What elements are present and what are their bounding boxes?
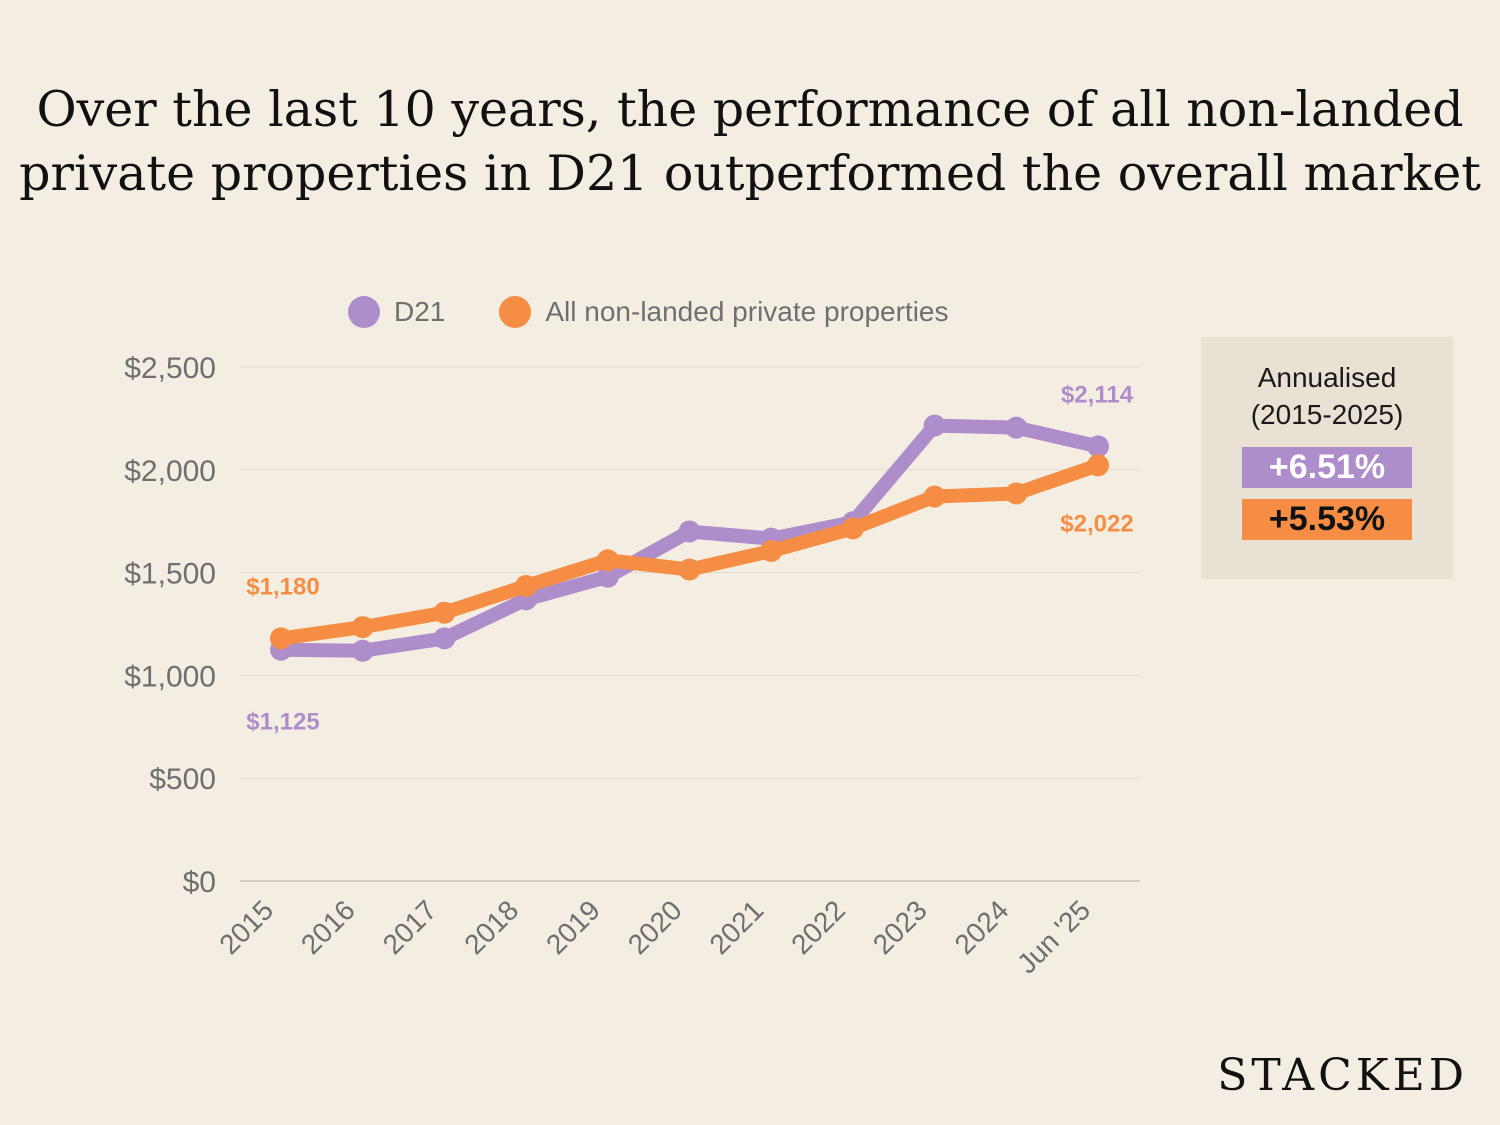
x-tick-label: Jun '25 <box>1011 894 1096 979</box>
data-point-all-non-landed <box>433 601 456 624</box>
data-point-all-non-landed <box>351 616 374 639</box>
data-point-d21 <box>433 627 456 650</box>
data-point-all-non-landed <box>1087 454 1109 477</box>
data-point-all-non-landed <box>923 485 946 508</box>
chart-title-line-2: private properties in D21 outperformed t… <box>19 145 1481 202</box>
annualised-panel: Annualised (2015-2025) +6.51% +5.53% <box>1201 337 1453 579</box>
x-tick-label: 2023 <box>867 894 933 960</box>
legend-label-d21: D21 <box>394 296 446 327</box>
data-label: $2,022 <box>1060 510 1133 537</box>
data-point-all-non-landed <box>270 627 292 650</box>
data-point-all-non-landed <box>596 549 619 572</box>
data-point-all-non-landed <box>515 574 538 597</box>
y-tick-label: $1,000 <box>124 660 216 693</box>
chart-title: Over the last 10 years, the performance … <box>0 78 1500 206</box>
annualised-all-badge: +5.53% <box>1242 499 1412 540</box>
data-point-d21 <box>596 565 619 588</box>
data-point-all-non-landed <box>760 540 783 563</box>
data-point-all-non-landed <box>678 558 701 581</box>
y-tick-label: $0 <box>183 866 216 899</box>
data-point-all-non-landed <box>841 517 864 540</box>
series-line-all-non-landed <box>274 458 1105 646</box>
x-tick-label: 2018 <box>458 894 524 960</box>
data-label: $1,180 <box>246 573 319 600</box>
data-point-d21 <box>678 520 701 543</box>
x-tick-label: 2021 <box>703 894 769 960</box>
y-tick-label: $2,000 <box>124 455 216 488</box>
legend-label-all-non-landed: All non-landed private properties <box>545 296 949 327</box>
y-tick-label: $500 <box>149 763 216 796</box>
legend-item-d21: D21 <box>348 296 445 328</box>
data-label: $2,114 <box>1061 381 1134 408</box>
x-tick-label: 2020 <box>622 894 688 960</box>
x-tick-label: 2016 <box>295 894 361 960</box>
annualised-heading-line-1: Annualised <box>1257 362 1397 393</box>
y-tick-label: $1,500 <box>124 558 216 591</box>
legend-swatch-all-non-landed <box>499 296 532 328</box>
legend-item-all-non-landed: All non-landed private properties <box>499 296 949 328</box>
stacked-logo: STACKED <box>1217 1050 1468 1101</box>
legend-swatch-d21 <box>348 296 380 328</box>
data-point-d21 <box>351 639 374 662</box>
data-point-d21 <box>1005 416 1028 439</box>
chart-legend: D21 All non-landed private properties <box>348 292 1003 332</box>
x-tick-label: 2024 <box>949 894 1015 960</box>
chart-title-line-1: Over the last 10 years, the performance … <box>36 81 1464 138</box>
annualised-heading: Annualised (2015-2025) <box>1201 359 1453 433</box>
x-tick-label: 2015 <box>213 894 279 960</box>
x-tick-label: 2019 <box>540 894 606 960</box>
data-label: $1,125 <box>246 709 319 736</box>
x-tick-label: 2017 <box>377 894 443 960</box>
annualised-d21-badge: +6.51% <box>1242 447 1412 488</box>
y-tick-label: $2,500 <box>124 352 216 385</box>
annualised-heading-line-2: (2015-2025) <box>1250 399 1404 430</box>
data-point-all-non-landed <box>1005 482 1028 505</box>
x-tick-label: 2022 <box>785 894 851 960</box>
data-point-d21 <box>923 414 946 437</box>
data-point-d21 <box>1087 435 1109 458</box>
